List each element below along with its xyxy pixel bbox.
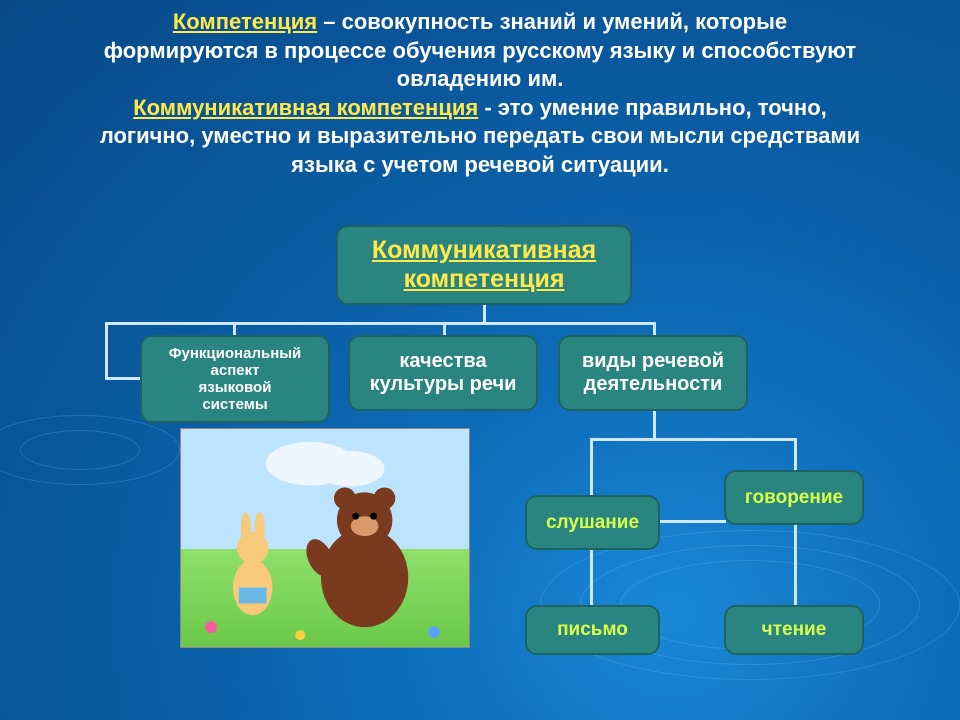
connector <box>590 438 593 496</box>
node-listening: слушание <box>525 495 660 550</box>
cartoon-illustration <box>180 428 470 648</box>
term-communicative: Коммуникативная компетенция <box>133 95 478 120</box>
node-writing: письмо <box>525 605 660 655</box>
node-functional-aspect: Функциональный аспект языковой системы <box>140 335 330 423</box>
connector <box>794 438 797 472</box>
node-speaking: говорение <box>724 470 864 525</box>
connector <box>590 550 593 607</box>
connector <box>590 438 796 441</box>
node-root: Коммуникативная компетенция <box>336 225 632 305</box>
ripple-decoration <box>0 415 180 485</box>
header-text: Компетенция – совокупность знаний и умен… <box>0 8 960 180</box>
term-competence: Компетенция <box>173 9 317 34</box>
node-activity-types: виды речевой деятельности <box>558 335 748 411</box>
node-speech-quality: качества культуры речи <box>348 335 538 411</box>
connector <box>660 520 726 523</box>
connector <box>653 411 656 441</box>
connector <box>794 525 797 607</box>
connector <box>105 377 143 380</box>
connector <box>105 322 108 380</box>
connector <box>105 322 655 325</box>
node-reading: чтение <box>724 605 864 655</box>
